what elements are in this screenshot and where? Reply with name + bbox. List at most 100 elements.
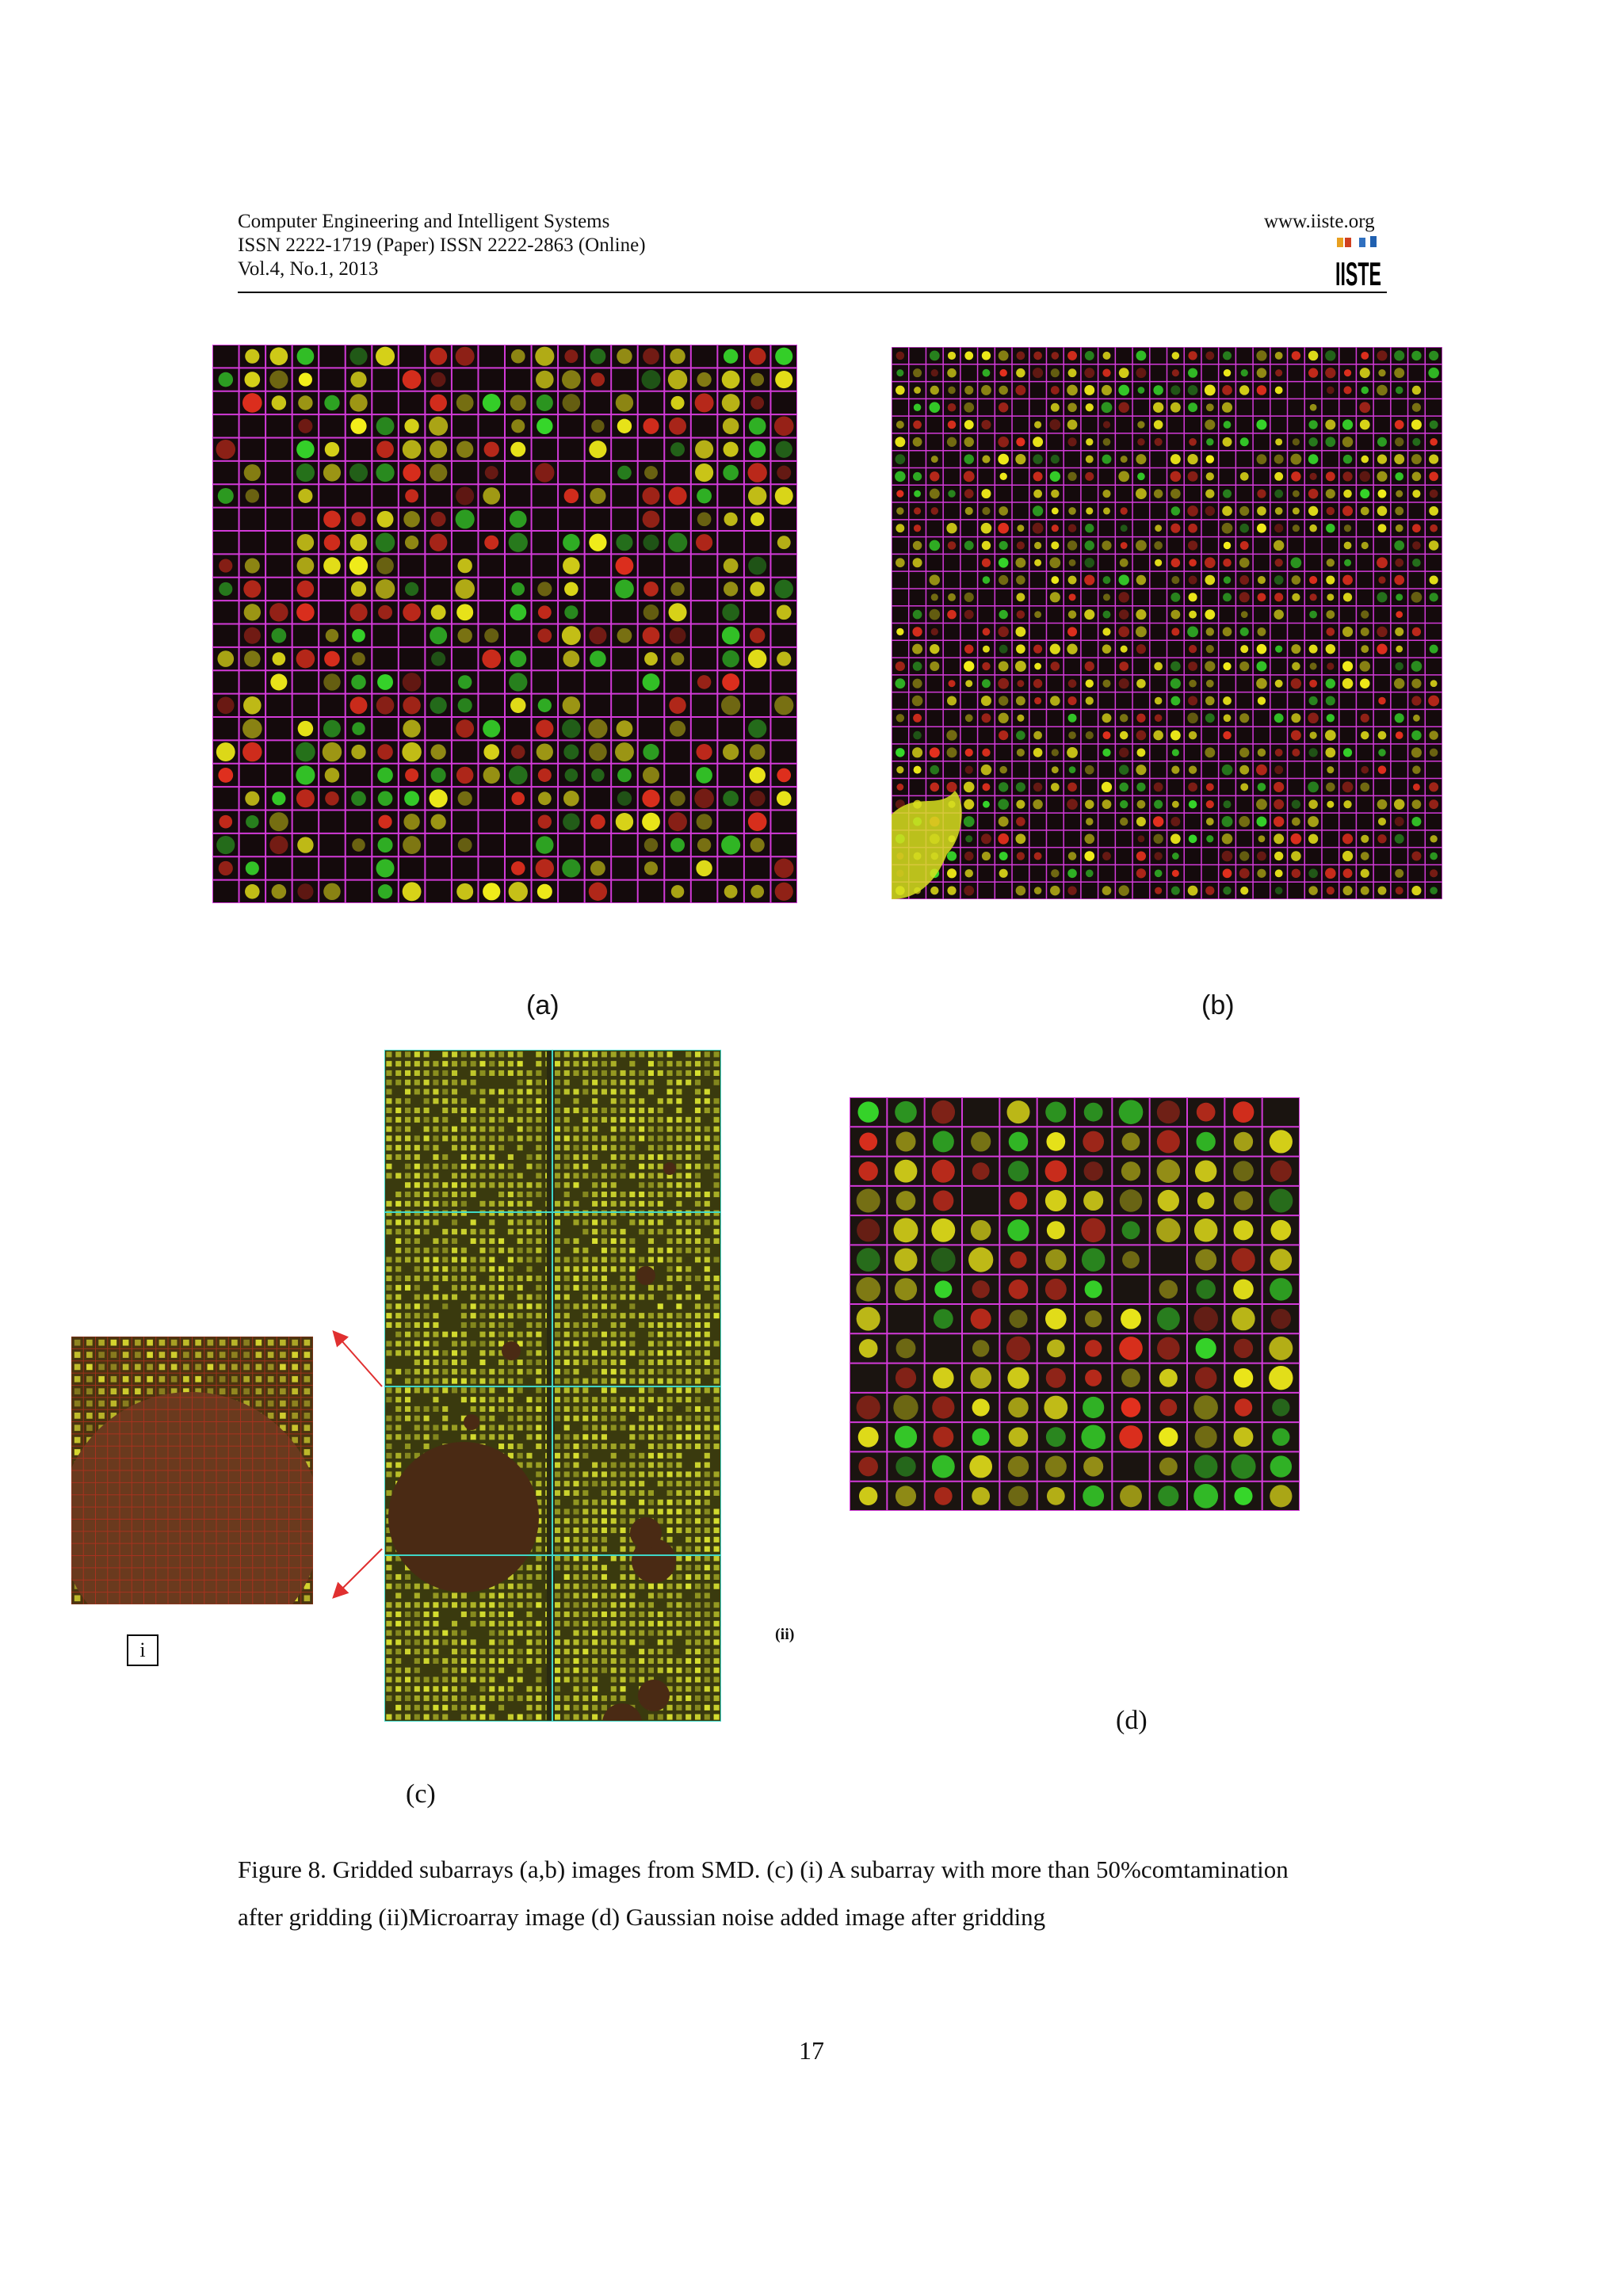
- spot: [1067, 852, 1077, 860]
- spot: [158, 1352, 166, 1358]
- spot: [442, 1405, 449, 1412]
- spot: [489, 1387, 495, 1394]
- spot: [610, 1602, 617, 1608]
- spot: [676, 1368, 682, 1375]
- spot: [404, 1639, 411, 1646]
- spot: [414, 1219, 420, 1226]
- spot: [517, 1219, 523, 1226]
- spot: [676, 1154, 682, 1160]
- spot: [629, 1546, 636, 1552]
- spot: [930, 1247, 956, 1272]
- spot: [386, 1387, 392, 1394]
- spot: [895, 1486, 917, 1507]
- spot: [694, 1397, 701, 1403]
- spot: [563, 1444, 570, 1450]
- spot: [1015, 696, 1025, 706]
- spot: [964, 454, 974, 464]
- spot: [395, 1714, 402, 1720]
- spot: [563, 1667, 570, 1673]
- spot: [857, 1426, 879, 1447]
- spot: [1205, 818, 1214, 826]
- spot: [489, 1592, 495, 1599]
- spot: [857, 1219, 880, 1242]
- spot: [601, 1238, 607, 1244]
- spot: [620, 1108, 626, 1114]
- spot: [554, 1378, 560, 1384]
- spot: [395, 1667, 402, 1673]
- spot: [592, 1238, 598, 1244]
- website-link[interactable]: www.iiste.org: [1264, 211, 1375, 232]
- spot: [573, 1210, 579, 1216]
- spot: [894, 1159, 918, 1183]
- spot: [1170, 886, 1180, 895]
- spot: [1188, 351, 1197, 360]
- spot: [414, 1070, 420, 1076]
- spot: [414, 1238, 420, 1244]
- spot: [292, 1339, 298, 1346]
- spot: [582, 1602, 589, 1608]
- spot: [1188, 368, 1198, 378]
- spot: [536, 1303, 542, 1310]
- spot: [704, 1592, 710, 1599]
- spot: [676, 1565, 682, 1571]
- spot: [470, 1657, 476, 1664]
- spot: [641, 370, 661, 390]
- spot: [620, 1499, 626, 1505]
- spot: [479, 1350, 486, 1356]
- spot: [489, 1331, 495, 1337]
- spot: [404, 1098, 411, 1104]
- spot: [573, 1649, 579, 1655]
- spot: [573, 1154, 579, 1160]
- spot: [573, 1200, 579, 1207]
- spot: [1308, 868, 1318, 879]
- spot: [1196, 1131, 1216, 1152]
- spot: [629, 1135, 636, 1142]
- spot: [592, 1405, 598, 1412]
- spot: [423, 1070, 430, 1076]
- spot: [713, 1695, 720, 1702]
- spot: [582, 1649, 589, 1655]
- spot: [620, 1649, 626, 1655]
- spot: [498, 1360, 505, 1366]
- spot: [1033, 748, 1043, 757]
- spot: [74, 1339, 81, 1346]
- spot: [554, 1210, 560, 1216]
- spot: [1120, 645, 1128, 653]
- spot: [470, 1378, 476, 1384]
- spot: [1155, 524, 1163, 532]
- spot: [536, 1257, 542, 1263]
- spot: [536, 1079, 542, 1085]
- spot: [386, 1051, 392, 1058]
- spot: [642, 789, 660, 807]
- spot: [1050, 386, 1060, 395]
- spot: [1156, 1159, 1181, 1183]
- spot: [517, 1210, 523, 1216]
- spot: [582, 1089, 589, 1095]
- spot: [460, 1108, 467, 1114]
- spot: [615, 812, 634, 831]
- spot: [460, 1378, 467, 1384]
- spot: [657, 1229, 663, 1235]
- spot: [386, 1667, 392, 1673]
- spot: [1308, 816, 1319, 827]
- spot: [610, 1079, 617, 1085]
- spot: [676, 1303, 682, 1310]
- spot: [479, 1303, 486, 1310]
- spot: [1206, 835, 1214, 843]
- spot: [183, 1388, 189, 1394]
- spot: [1081, 1425, 1106, 1450]
- spot: [452, 1070, 458, 1076]
- spot: [685, 1266, 692, 1272]
- spot: [377, 884, 393, 899]
- spot: [694, 1527, 701, 1534]
- spot: [507, 1313, 514, 1319]
- spot: [414, 1434, 420, 1440]
- spot: [713, 1405, 720, 1412]
- spot: [430, 372, 446, 387]
- spot: [433, 1322, 439, 1328]
- spot: [685, 1145, 692, 1151]
- spot: [404, 1145, 411, 1151]
- spot: [610, 1173, 617, 1179]
- spot: [460, 1639, 467, 1646]
- spot: [1239, 851, 1250, 861]
